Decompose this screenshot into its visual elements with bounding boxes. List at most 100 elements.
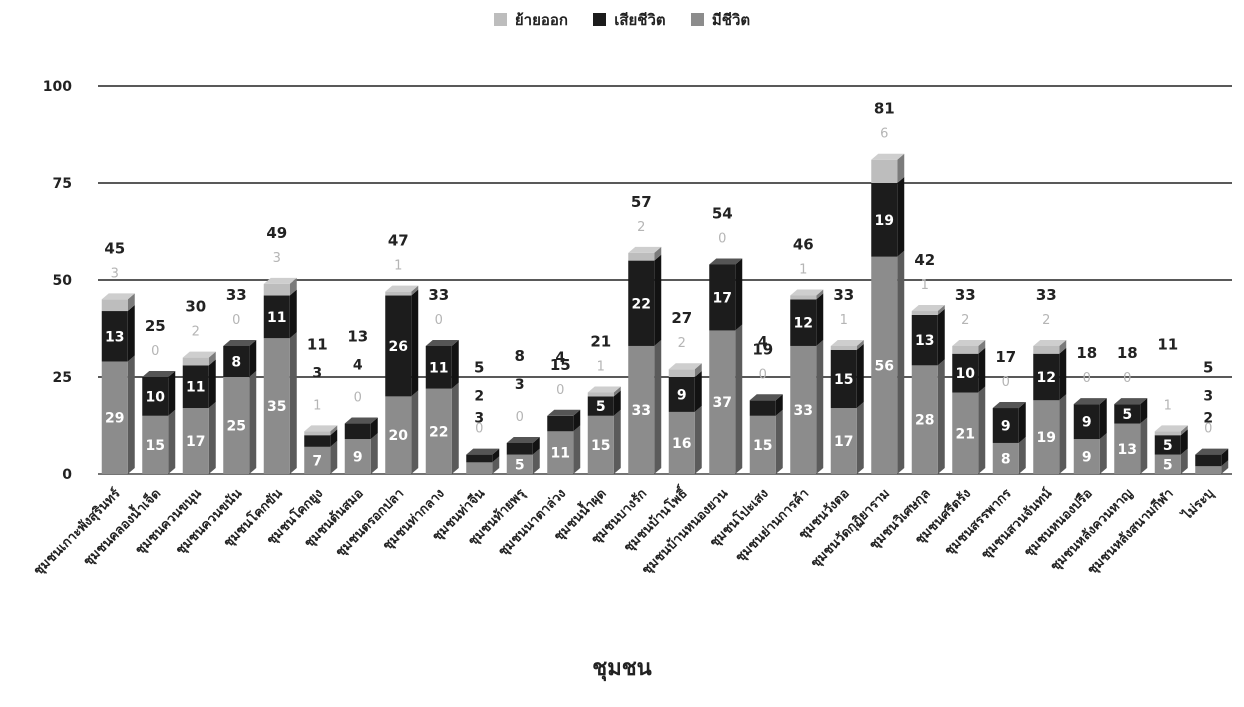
- bar-segment-side: [573, 425, 581, 474]
- total-label: 17: [995, 348, 1016, 366]
- bar-segment: [911, 311, 938, 315]
- bar-segment: [628, 345, 655, 474]
- data-label-deceased: 4: [353, 358, 363, 374]
- bar-top: [1114, 398, 1148, 405]
- bar-top: [1073, 398, 1107, 405]
- data-label-moved-out: 0: [232, 313, 240, 328]
- total-label: 18: [1076, 344, 1097, 362]
- legend-item-moved-out: ย้ายออก: [493, 8, 568, 32]
- bar-segment: [1195, 454, 1222, 467]
- bar-segment: [223, 377, 250, 474]
- bar-segment: [911, 314, 938, 366]
- bar-segment-side: [370, 417, 378, 440]
- data-label-moved-out: 2: [1042, 313, 1050, 328]
- data-label-moved-out: 1: [921, 278, 929, 293]
- bar-segment: [992, 442, 1019, 474]
- bar-segment-side: [856, 339, 864, 350]
- data-label-alive: 21: [956, 426, 975, 442]
- legend-swatch-alive: [690, 13, 704, 26]
- bar-segment-side: [1140, 398, 1148, 424]
- bar-segment-side: [654, 339, 662, 474]
- bar-segment: [709, 330, 736, 474]
- data-label-alive: 28: [915, 413, 934, 429]
- bar-segment: [466, 454, 493, 463]
- bar-segment-side: [127, 293, 135, 312]
- data-label-alive: 15: [591, 438, 610, 454]
- bar-top: [709, 258, 743, 265]
- bar-segment-side: [897, 177, 905, 257]
- data-label-deceased: 11: [429, 360, 448, 376]
- bar-segment: [142, 415, 169, 474]
- bar-segment-side: [937, 305, 945, 315]
- bar-segment: [587, 415, 614, 474]
- total-label: 47: [388, 232, 409, 250]
- bar-segment: [587, 396, 614, 416]
- data-label-deceased: 3: [312, 365, 322, 381]
- data-label-moved-out: 0: [475, 422, 483, 437]
- bar-top: [1195, 448, 1229, 455]
- data-label-deceased: 13: [915, 333, 934, 349]
- data-label-deceased: 4: [758, 334, 768, 350]
- data-label-moved-out: 1: [597, 360, 605, 375]
- bar-segment-side: [978, 339, 986, 354]
- data-label-deceased: 3: [1203, 389, 1213, 405]
- bar-segment-side: [735, 258, 743, 331]
- data-label-moved-out: 2: [678, 336, 686, 351]
- x-tick-label: ไม่ระบุ: [1177, 485, 1217, 525]
- total-label: 81: [874, 100, 895, 118]
- bar-segment: [385, 291, 412, 296]
- total-label: 13: [347, 328, 368, 346]
- bar-top: [668, 363, 702, 370]
- bar-segment: [830, 345, 857, 350]
- bar-top: [587, 386, 621, 393]
- bar-segment: [952, 353, 979, 393]
- total-label: 45: [104, 239, 125, 257]
- bar-top: [223, 339, 257, 346]
- bar-segment-side: [1180, 429, 1188, 455]
- data-label-deceased: 9: [1001, 419, 1011, 435]
- bar-segment-side: [249, 339, 257, 377]
- bar-segment-side: [694, 405, 702, 474]
- data-label-alive: 15: [753, 438, 772, 454]
- bar-segment: [871, 256, 898, 474]
- bar-segment: [749, 400, 776, 416]
- bar-segment: [1073, 439, 1100, 474]
- data-label-deceased: 13: [105, 329, 124, 345]
- data-label-deceased: 10: [146, 389, 166, 405]
- data-label-alive: 33: [794, 403, 813, 419]
- data-label-moved-out: 1: [1164, 398, 1172, 413]
- bar-segment: [344, 423, 371, 440]
- bar-top: [911, 305, 945, 312]
- bar-segment-side: [735, 324, 743, 474]
- bar-segment-side: [856, 343, 864, 409]
- data-label-alive: 2: [1203, 411, 1213, 427]
- bar-segment-side: [1059, 347, 1067, 401]
- bar-segment-side: [451, 382, 459, 474]
- legend-item-deceased: เสียชีวิต: [593, 8, 666, 32]
- data-label-deceased: 12: [1037, 370, 1056, 386]
- total-label: 15: [550, 356, 571, 374]
- bar-segment-side: [775, 394, 783, 416]
- bar-segment-side: [208, 402, 216, 474]
- data-label-deceased: 4: [555, 350, 565, 366]
- bar-segment-side: [1059, 394, 1067, 474]
- data-label-alive: 33: [632, 403, 651, 419]
- chart-legend: ย้ายออก เสียชีวิต มีชีวิต: [0, 8, 1244, 32]
- bar-segment-side: [330, 429, 338, 447]
- data-label-moved-out: 0: [556, 383, 564, 398]
- total-label: 11: [307, 335, 328, 353]
- bar-segment: [790, 299, 817, 346]
- data-label-moved-out: 0: [1083, 371, 1091, 386]
- bar-segment: [101, 361, 128, 474]
- data-label-moved-out: 2: [192, 325, 200, 340]
- bar-segment: [587, 392, 614, 397]
- data-label-moved-out: 2: [637, 220, 645, 235]
- legend-label-moved-out: ย้ายออก: [514, 11, 568, 29]
- data-label-deceased: 12: [794, 316, 813, 332]
- data-label-alive: 9: [353, 450, 363, 466]
- bar-segment-side: [775, 409, 783, 474]
- data-label-alive: 19: [1037, 430, 1056, 446]
- bar-top: [830, 339, 864, 346]
- y-tick-label: 100: [43, 79, 72, 95]
